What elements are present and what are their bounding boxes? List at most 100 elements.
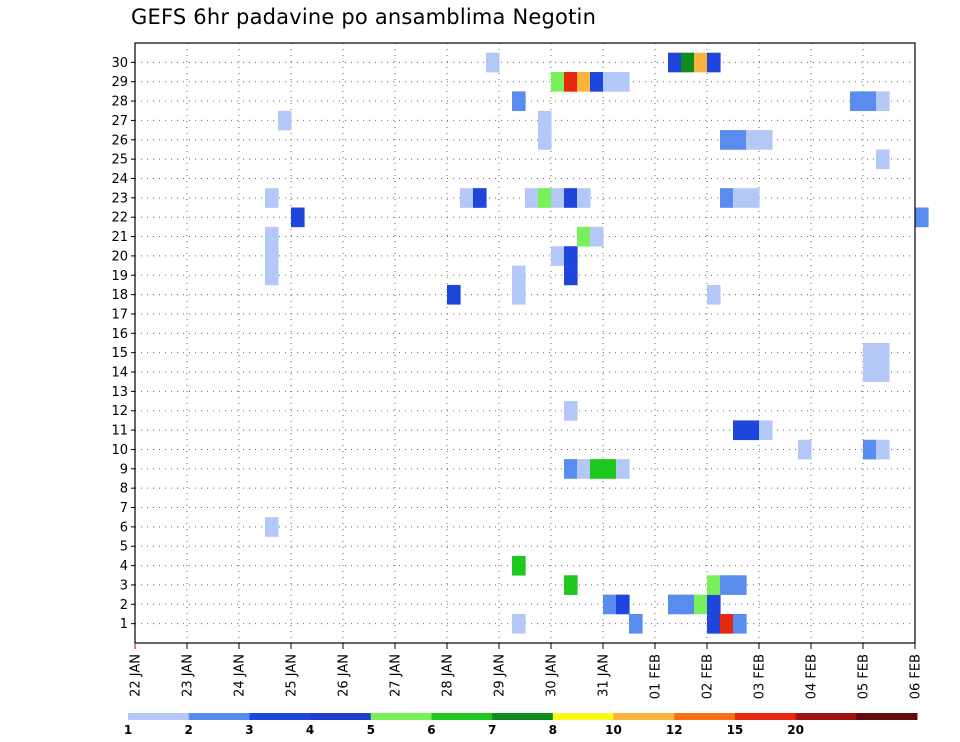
heatmap-cell — [577, 459, 591, 479]
heatmap-cell — [564, 246, 578, 266]
heatmap-cell — [447, 284, 461, 305]
colorbar: 1 2 3 4 5 6 7 8 10 12 15 20 — [124, 713, 918, 737]
heatmap-cell — [616, 72, 630, 92]
x-tick-label: 02 FEB — [701, 654, 716, 699]
heatmap-cell — [863, 91, 877, 112]
colorbar-label: 1 — [124, 723, 132, 737]
heatmap-cell — [720, 575, 734, 595]
heatmap-cell — [694, 594, 708, 615]
y-tick-label: 15 — [111, 346, 128, 361]
y-tick-label: 3 — [120, 578, 128, 593]
x-tick-label: 30 JAN — [545, 654, 560, 697]
heatmap-cell — [265, 517, 279, 537]
heatmap-cell — [512, 265, 526, 286]
x-tick-label: 28 JAN — [441, 654, 456, 697]
colorbar-label: 12 — [666, 723, 683, 737]
heatmap-cell — [629, 613, 643, 634]
y-tick-label: 2 — [120, 598, 128, 613]
y-tick-label: 23 — [111, 191, 128, 206]
heatmap-cell — [486, 52, 500, 73]
y-tick-label: 16 — [111, 327, 128, 342]
heatmap-cell — [720, 188, 734, 208]
heatmap-cell — [720, 613, 734, 634]
heatmap-cell — [512, 284, 526, 305]
colorbar-label: 4 — [306, 723, 314, 737]
y-tick-label: 28 — [111, 95, 128, 110]
heatmap-cell — [538, 188, 552, 208]
heatmap-cell — [733, 575, 747, 595]
y-tick-label: 24 — [111, 172, 128, 187]
colorbar-segment — [674, 713, 736, 720]
heatmap-cell — [863, 439, 877, 460]
heatmap-cell — [616, 459, 630, 479]
heatmap-cell — [564, 575, 578, 595]
heatmap-cell — [551, 246, 565, 266]
heatmap-cell — [876, 91, 890, 112]
heatmap-cell — [733, 613, 747, 634]
heatmap-cell — [603, 72, 617, 92]
heatmap-cell — [577, 226, 591, 247]
colorbar-segment — [431, 713, 493, 720]
heatmap-cell — [733, 130, 747, 150]
heatmap-cell — [707, 613, 721, 634]
colorbar-segment — [856, 713, 918, 720]
x-axis: 22 JAN 23 JAN 24 JAN 25 JAN 26 JAN 27 JAN 28 J… — [129, 643, 924, 699]
heatmap-cell — [512, 613, 526, 634]
colorbar-label: 8 — [549, 723, 557, 737]
heatmap-cell — [291, 207, 305, 228]
y-tick-label: 13 — [111, 385, 128, 400]
heatmap-cell — [538, 130, 552, 150]
heatmap-cell — [616, 594, 630, 615]
y-tick-label: 5 — [120, 540, 128, 555]
heatmap-cell — [551, 72, 565, 92]
heatmap-cell — [876, 343, 890, 363]
colorbar-segment — [492, 713, 554, 720]
heatmap-cell — [798, 439, 812, 460]
colorbar-label: 6 — [427, 723, 435, 737]
colorbar-label: 20 — [787, 723, 804, 737]
x-tick-label: 27 JAN — [389, 654, 404, 697]
heatmap-cell — [564, 459, 578, 479]
y-tick-label: 25 — [111, 153, 128, 168]
y-tick-label: 10 — [111, 443, 128, 458]
y-tick-label: 1 — [120, 617, 128, 632]
y-tick-label: 26 — [111, 133, 128, 148]
heatmap-cell — [876, 439, 890, 460]
x-tick-label: 22 JAN — [129, 654, 144, 697]
heatmap-cell — [460, 188, 474, 208]
y-tick-label: 11 — [111, 424, 128, 439]
colorbar-segment — [613, 713, 675, 720]
heatmap-cell — [863, 362, 877, 383]
heatmap-cell — [512, 91, 526, 112]
y-tick-label: 18 — [111, 288, 128, 303]
heatmap-cell — [720, 130, 734, 150]
x-tick-label: 06 FEB — [909, 654, 924, 699]
heatmap-cell — [564, 265, 578, 286]
grid-lines — [135, 43, 915, 643]
heatmap-cell — [733, 188, 747, 208]
heatmap-cell — [551, 188, 565, 208]
y-tick-label: 14 — [111, 366, 128, 381]
chart-title: GEFS 6hr padavine po ansamblima Negotin — [131, 5, 597, 29]
heatmap-cell — [265, 226, 279, 247]
heatmap-cell — [668, 52, 682, 73]
heatmap-cell — [564, 188, 578, 208]
x-tick-label: 26 JAN — [337, 654, 352, 697]
colorbar-segment — [188, 713, 250, 720]
heatmap-cell — [590, 226, 604, 247]
y-tick-label: 22 — [111, 211, 128, 226]
colorbar-label: 15 — [727, 723, 744, 737]
heatmap-cell — [590, 459, 604, 479]
y-tick-label: 7 — [120, 501, 128, 516]
x-tick-label: 24 JAN — [233, 654, 248, 697]
colorbar-segment — [795, 713, 857, 720]
heatmap-cell — [668, 594, 682, 615]
heatmap-cell — [512, 555, 526, 576]
heatmap-cell — [876, 362, 890, 383]
heatmap-cell — [681, 52, 695, 73]
colorbar-segment — [734, 713, 797, 720]
x-tick-label: 01 FEB — [649, 654, 664, 699]
heatmap-cell — [473, 188, 487, 208]
x-tick-label: 04 FEB — [805, 654, 820, 699]
